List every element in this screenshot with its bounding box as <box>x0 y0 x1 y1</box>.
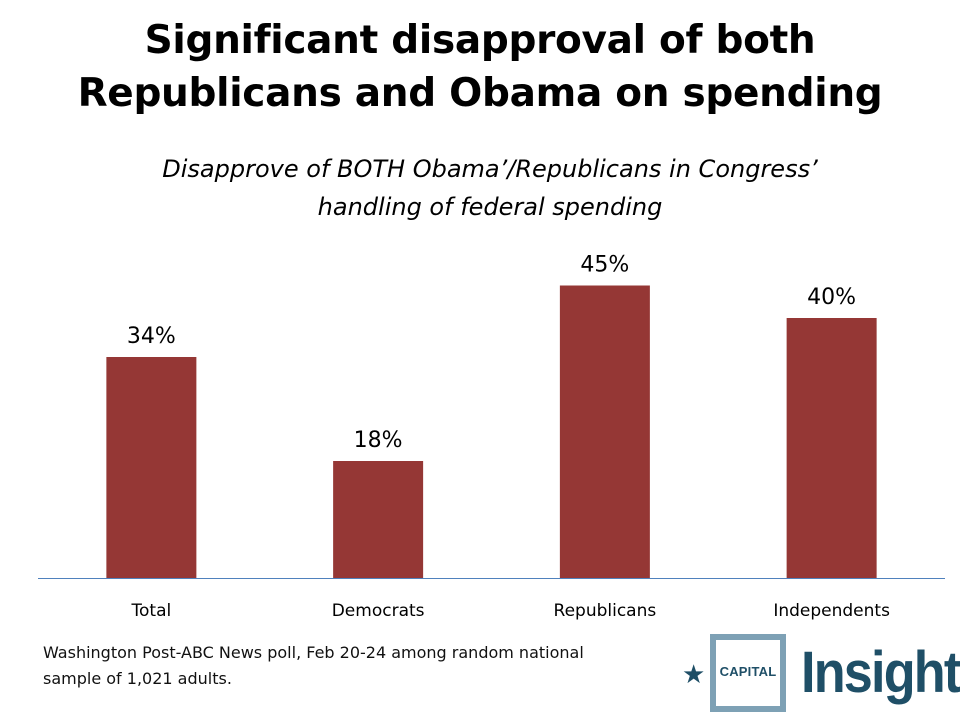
subtitle-line-1: Disapprove of BOTH Obama’/Republicans in… <box>162 155 818 183</box>
category-label-democrats: Democrats <box>332 601 425 621</box>
bar-democrats <box>333 461 424 578</box>
category-label-republicans: Republicans <box>554 601 657 621</box>
title-line-1: Significant disapproval of both <box>144 18 816 63</box>
chart-title: Significant disapproval of both Republic… <box>0 14 960 120</box>
logo-capital-text: CAPITAL <box>719 664 777 679</box>
bar-independents <box>786 318 877 578</box>
logo-frame: CAPITAL <box>710 634 786 712</box>
category-label-total: Total <box>131 601 172 621</box>
capital-insight-logo: ★ CAPITAL Insight <box>678 632 960 718</box>
source-line-2: sample of 1,021 adults. <box>43 669 232 688</box>
category-label-independents: Independents <box>773 601 890 621</box>
chart-subtitle: Disapprove of BOTH Obama’/Republicans in… <box>100 150 880 226</box>
title-line-2: Republicans and Obama on spending <box>77 71 883 116</box>
data-label-total: 34% <box>127 324 176 349</box>
bar-total <box>106 357 197 578</box>
logo-insight-text: Insight <box>801 640 960 705</box>
subtitle-line-2: handling of federal spending <box>317 193 663 221</box>
data-label-republicans: 45% <box>580 253 629 278</box>
data-label-democrats: 18% <box>354 428 403 453</box>
data-label-independents: 40% <box>807 285 856 310</box>
bar-chart: 34% Total 18% Democrats 45% Republicans 40% Ind… <box>38 253 945 621</box>
star-icon: ★ <box>682 660 706 690</box>
bar-republicans <box>559 285 650 578</box>
source-line-1: Washington Post-ABC News poll, Feb 20-24… <box>43 643 584 662</box>
source-note: Washington Post-ABC News poll, Feb 20-24… <box>43 640 643 692</box>
